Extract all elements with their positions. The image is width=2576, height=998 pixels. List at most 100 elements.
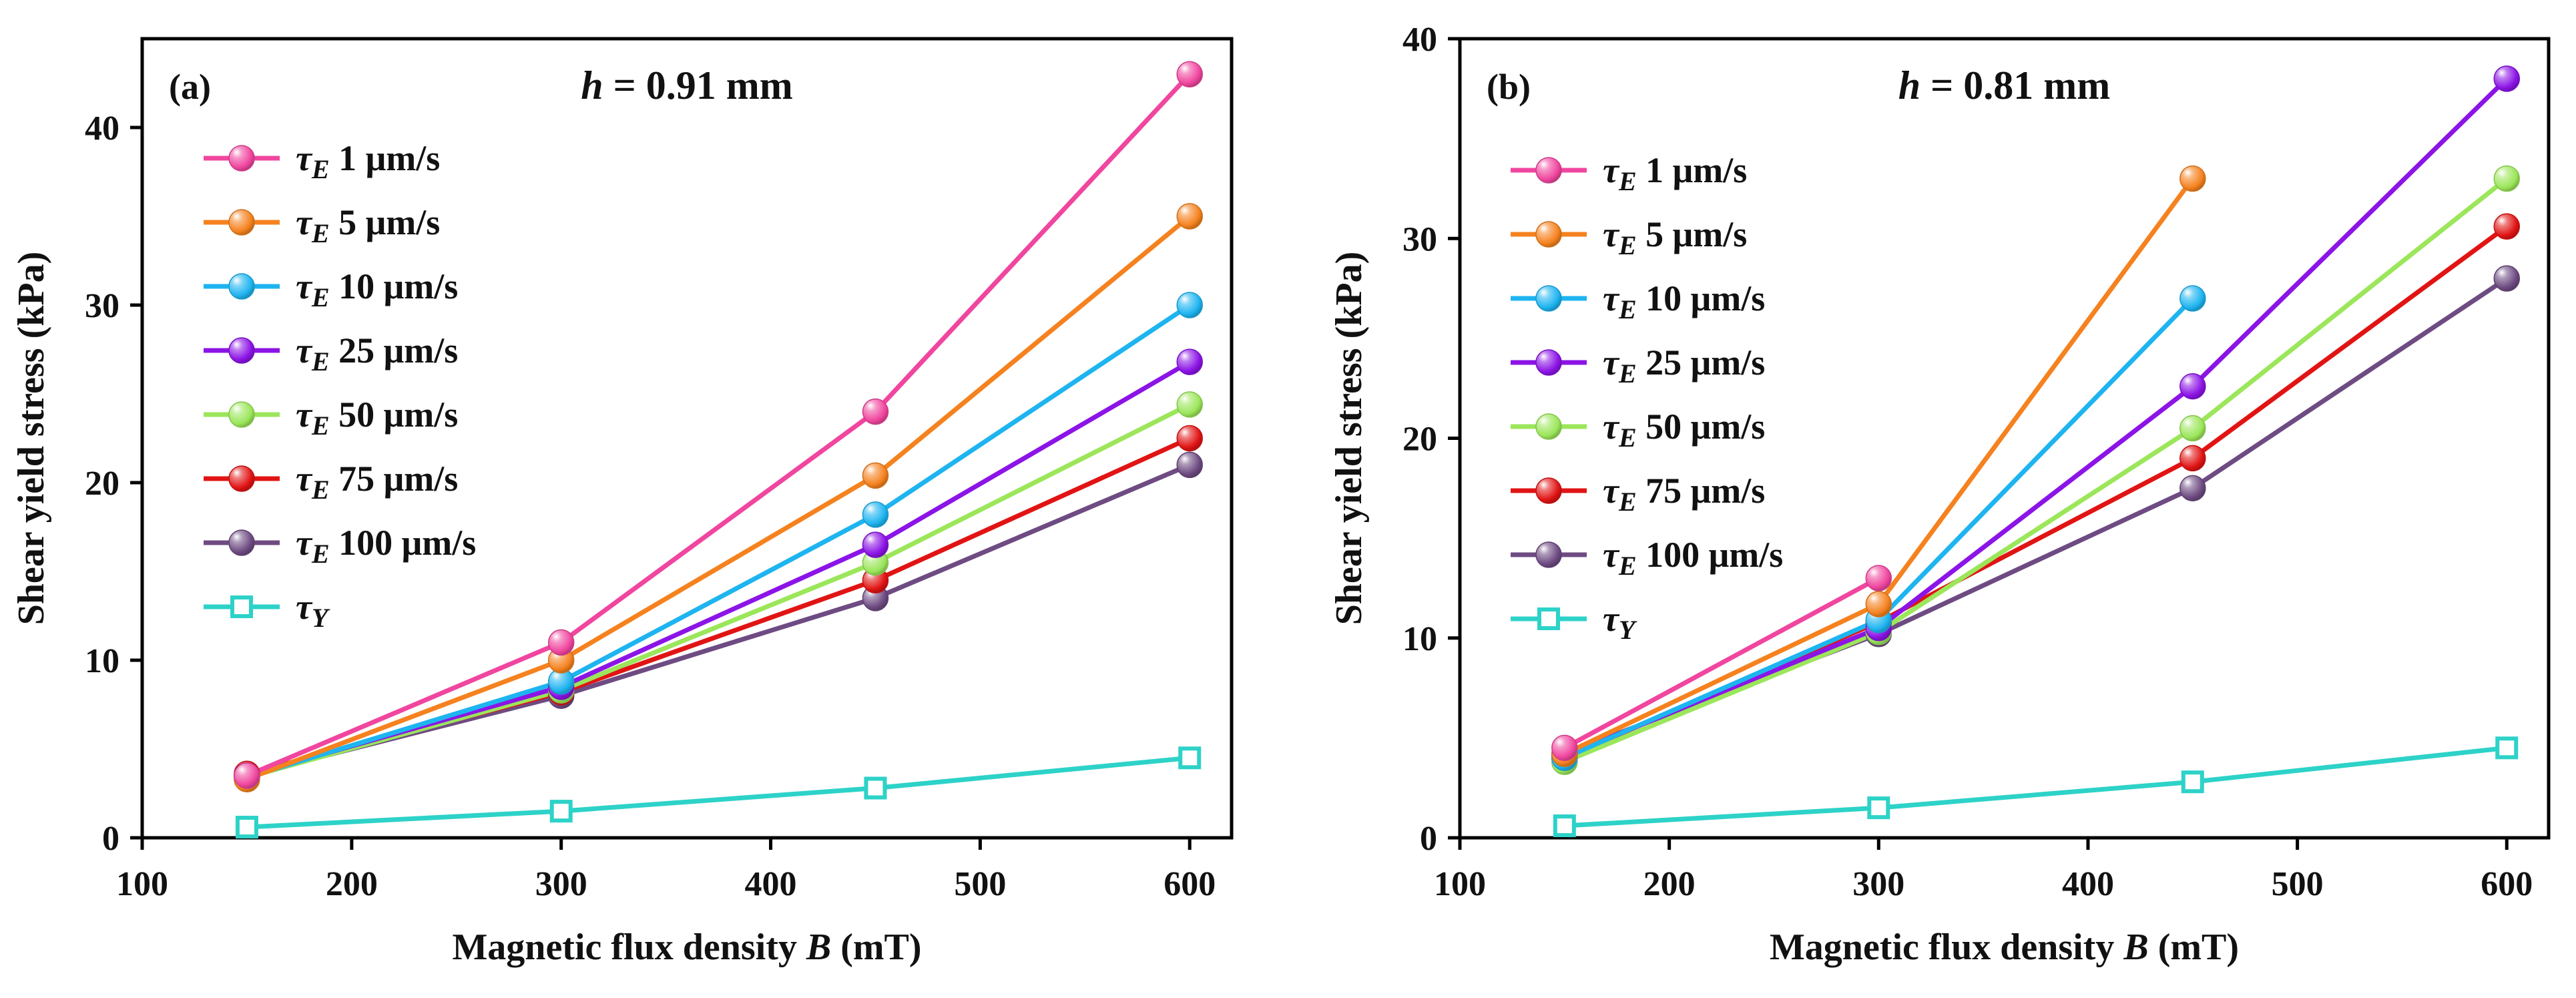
legend-label: τE 5 μm/s xyxy=(1603,214,1747,260)
series-markers xyxy=(1551,65,2521,838)
data-point xyxy=(1176,61,1203,87)
legend-swatch-marker xyxy=(228,465,255,492)
series-line xyxy=(1564,745,2507,828)
legend-label: τE 75 μm/s xyxy=(296,459,458,505)
x-tick-label: 500 xyxy=(954,865,1006,903)
data-point xyxy=(862,531,889,558)
data-point xyxy=(2179,475,2206,502)
y-tick-label: 20 xyxy=(1402,421,1437,459)
data-point xyxy=(862,398,889,425)
series-line xyxy=(246,463,1191,778)
y-tick-label: 40 xyxy=(85,109,119,148)
y-tick-label: 40 xyxy=(1402,21,1437,59)
legend-label: τE 50 μm/s xyxy=(296,395,458,441)
series-line xyxy=(246,755,1190,830)
legend-swatch-marker xyxy=(1535,349,1562,376)
x-tick-label: 400 xyxy=(2062,865,2114,903)
series-line xyxy=(1563,176,2509,764)
x-tick-label: 300 xyxy=(1852,865,1904,903)
legend-swatch-marker xyxy=(228,401,255,428)
panel-title: h = 0.81 mm xyxy=(1898,63,2111,107)
series-line xyxy=(246,303,1192,780)
y-tick-label: 0 xyxy=(1420,820,1437,858)
legend-label: τE 100 μm/s xyxy=(296,523,476,569)
y-tick-label: 0 xyxy=(102,820,119,858)
data-point xyxy=(549,800,573,823)
data-point xyxy=(547,629,575,656)
series-line xyxy=(1563,77,2509,758)
y-tick-label: 10 xyxy=(1402,620,1437,658)
legend-swatch-marker xyxy=(1535,157,1562,184)
data-point xyxy=(1176,425,1203,452)
legend-label: τY xyxy=(296,587,330,633)
legend-swatch-marker xyxy=(228,529,255,556)
plot-frame xyxy=(140,37,1234,840)
panel-title: h = 0.91 mm xyxy=(581,63,793,107)
data-point xyxy=(2179,445,2206,472)
data-point xyxy=(2179,285,2206,312)
legend: τE 1 μm/s τE 5 μm/s τE 10 μm/s τE 25 μm/s τE… xyxy=(1511,150,1783,645)
data-point xyxy=(1176,292,1203,318)
data-point xyxy=(1176,451,1203,479)
data-point xyxy=(2179,415,2206,442)
legend-swatch-marker xyxy=(1535,221,1562,248)
data-point xyxy=(1553,814,1576,838)
data-point xyxy=(2493,265,2521,292)
y-tick-label: 20 xyxy=(85,465,119,503)
data-point xyxy=(1551,734,1578,762)
data-point xyxy=(1865,591,1892,617)
data-point xyxy=(1176,203,1203,230)
panel-b: 100 200 300 400 500 600 0 10 20 30 40 Magnetic flux… xyxy=(1328,21,2551,968)
data-point xyxy=(1176,348,1203,375)
y-axis-label: Shear yield stress (kPa) xyxy=(11,252,52,625)
legend-label: τY xyxy=(1603,599,1637,645)
series-line xyxy=(246,402,1191,780)
data-point xyxy=(2179,165,2206,192)
legend-label: τE 1 μm/s xyxy=(296,138,440,184)
data-point xyxy=(2179,372,2206,400)
legend-swatch-marker xyxy=(230,595,253,618)
data-point xyxy=(2493,165,2521,192)
legend-label: τE 10 μm/s xyxy=(296,266,458,312)
legend-swatch-marker xyxy=(228,273,255,300)
data-point xyxy=(2493,213,2521,240)
legend-swatch-marker xyxy=(1535,285,1562,312)
data-point xyxy=(2493,65,2521,92)
series-lines xyxy=(1563,77,2509,828)
data-point xyxy=(862,501,889,528)
x-axis-label: Magnetic flux density B (mT) xyxy=(1770,927,2239,968)
y-axis-label: Shear yield stress (kPa) xyxy=(1328,252,1370,625)
y-tick-label: 30 xyxy=(1402,220,1437,258)
x-tick-label: 600 xyxy=(2481,865,2533,903)
legend-label: τE 100 μm/s xyxy=(1603,535,1783,581)
data-point xyxy=(1867,796,1890,820)
data-point xyxy=(2495,736,2519,760)
series-lines xyxy=(246,72,1192,830)
data-point xyxy=(1176,391,1203,418)
legend-label: τE 25 μm/s xyxy=(296,330,458,377)
x-tick-label: 100 xyxy=(1434,865,1486,903)
data-point xyxy=(235,816,258,839)
legend-label: τE 50 μm/s xyxy=(1603,407,1765,453)
x-tick-label: 500 xyxy=(2272,865,2324,903)
data-point xyxy=(1865,565,1892,591)
x-tick-label: 400 xyxy=(745,865,797,903)
x-axis-label: Magnetic flux density B (mT) xyxy=(452,927,921,968)
x-tick-label: 600 xyxy=(1164,865,1216,903)
series-line xyxy=(1563,177,2195,756)
data-point xyxy=(234,762,260,789)
y-tick-label: 10 xyxy=(85,642,119,680)
x-tick-label: 200 xyxy=(1643,865,1696,903)
series-line xyxy=(246,72,1192,778)
x-tick-label: 300 xyxy=(535,865,587,903)
legend-swatch-marker xyxy=(1535,413,1562,440)
data-point xyxy=(1178,746,1202,770)
legend-swatch-marker xyxy=(228,337,255,364)
x-tick-label: 200 xyxy=(326,865,378,903)
legend-swatch-marker xyxy=(228,209,255,236)
legend-label: τE 25 μm/s xyxy=(1603,342,1765,389)
legend-label: τE 5 μm/s xyxy=(296,202,440,248)
legend-swatch-marker xyxy=(1535,541,1562,568)
data-point xyxy=(864,776,887,800)
